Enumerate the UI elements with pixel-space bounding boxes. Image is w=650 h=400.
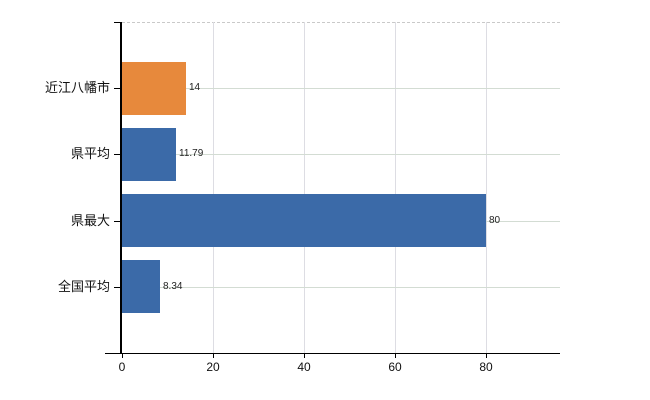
x-tick (213, 354, 214, 358)
y-tick (114, 88, 122, 89)
vertical-gridline (485, 22, 487, 353)
bar (122, 260, 160, 313)
x-tick (122, 354, 123, 358)
y-tick (114, 287, 122, 288)
x-tick-label: 60 (388, 360, 402, 374)
x-tick-label: 80 (479, 360, 493, 374)
value-label: 80 (489, 215, 501, 226)
bar (122, 194, 486, 247)
y-axis-line (120, 22, 122, 353)
plot-area: 14 11.79 80 8.34 (122, 22, 560, 353)
value-label: 14 (189, 82, 201, 93)
vertical-gridline (303, 22, 305, 353)
category-label: 県最大 (70, 213, 110, 228)
category-label: 全国平均 (57, 279, 110, 294)
y-tick (114, 221, 122, 222)
x-tick-label: 40 (297, 360, 311, 374)
value-label: 8.34 (163, 281, 183, 292)
value-label: 11.79 (179, 148, 204, 159)
horizontal-gridline (122, 88, 560, 89)
x-tick (395, 354, 396, 358)
horizontal-gridline (122, 154, 560, 155)
plot-top-border (122, 22, 560, 23)
x-axis-line (105, 353, 560, 354)
vertical-gridline (394, 22, 396, 353)
x-tick (304, 354, 305, 358)
vertical-gridline (212, 22, 214, 353)
x-tick (486, 354, 487, 358)
category-label: 近江八幡市 (44, 80, 110, 95)
horizontal-gridline (122, 287, 560, 288)
x-tick-label: 20 (206, 360, 220, 374)
category-label: 県平均 (70, 146, 110, 161)
bar (122, 128, 176, 181)
y-tick (114, 154, 122, 155)
bar (122, 62, 186, 115)
x-tick-label: 0 (118, 360, 126, 374)
y-axis-top-tick (114, 22, 122, 23)
